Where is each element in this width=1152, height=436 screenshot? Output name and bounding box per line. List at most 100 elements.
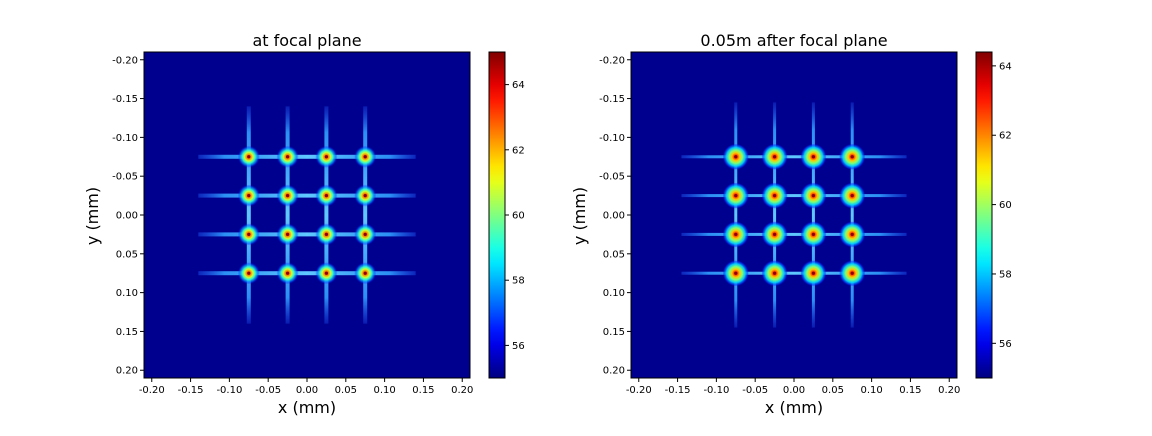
vertical-streak	[850, 102, 854, 328]
y-axis-ticks: -0.20 -0.15 -0.10 -0.05 0.00 0.05 0.10 0.15 0.20	[599, 55, 631, 377]
spot-peak	[811, 271, 816, 275]
vertical-streak	[811, 102, 815, 328]
x-tick-label: -0.10	[216, 385, 242, 396]
y-tick-label: -0.15	[112, 94, 138, 105]
colorbar-tick-label: 56	[999, 339, 1012, 350]
y-tick-label: -0.10	[112, 133, 138, 144]
x-axis-ticks: -0.20 -0.15 -0.10 -0.05 0.00 0.05 0.10 0.15 0.20	[626, 378, 960, 396]
chart-title: 0.05m after focal plane	[700, 31, 887, 50]
spot-peak	[811, 155, 816, 159]
vertical-streak	[324, 106, 329, 324]
spot-peak	[734, 155, 738, 159]
vertical-streak	[246, 106, 251, 324]
spot-peak	[772, 193, 777, 198]
y-tick-label: 0.15	[603, 327, 625, 338]
x-tick-label: 0.20	[938, 385, 960, 396]
horizontal-streak	[681, 155, 907, 159]
y-axis-label: y (mm)	[570, 187, 589, 245]
spot-peak	[324, 271, 329, 275]
spot-peak	[285, 271, 290, 275]
spot-peak	[734, 232, 738, 237]
y-tick-label: 0.00	[116, 211, 138, 222]
y-tick-label: -0.05	[599, 172, 625, 183]
spot-peak	[772, 155, 777, 159]
horizontal-streak	[681, 232, 907, 236]
spot-peak	[363, 193, 367, 198]
colorbar: 56 58 60 62 64	[975, 51, 1012, 379]
vertical-streak	[773, 102, 777, 328]
x-tick-label: 0.20	[451, 385, 473, 396]
y-tick-label: 0.20	[603, 366, 625, 377]
y-tick-label: -0.10	[599, 133, 625, 144]
y-tick-label: -0.20	[112, 55, 138, 66]
horizontal-streak	[681, 271, 907, 275]
colorbar-tick-label: 56	[512, 341, 525, 352]
vertical-streak	[363, 106, 368, 324]
horizontal-streak	[198, 232, 416, 237]
horizontal-streak	[198, 271, 416, 276]
x-tick-label: -0.20	[139, 385, 165, 396]
spot-peak	[734, 271, 738, 275]
spot-peak	[734, 193, 738, 198]
spot-peak	[324, 232, 329, 237]
x-tick-label: 0.00	[296, 385, 318, 396]
colorbar-tick-label: 60	[512, 211, 525, 222]
colorbar-tick-label: 62	[999, 131, 1012, 142]
colorbar-gradient	[489, 52, 505, 378]
heatmap-panel-after-focal-plane: 0.05m after focal plane -0.20 -0.15 -0.10 -…	[570, 31, 1012, 417]
x-tick-label: -0.15	[665, 385, 691, 396]
colorbar-tick-label: 60	[999, 200, 1012, 211]
vertical-streak	[734, 102, 738, 328]
chart-title: at focal plane	[252, 31, 361, 50]
spot-peak	[247, 155, 251, 159]
spot-peak	[247, 271, 251, 275]
y-tick-label: 0.05	[603, 249, 625, 260]
colorbar-frame	[975, 51, 993, 379]
vertical-streak	[285, 106, 290, 324]
x-tick-label: -0.05	[255, 385, 281, 396]
plot-area	[630, 51, 958, 379]
x-tick-label: 0.00	[783, 385, 805, 396]
y-tick-label: 0.20	[116, 366, 138, 377]
y-tick-label: 0.15	[116, 327, 138, 338]
spot-peak	[811, 232, 816, 237]
horizontal-streak	[198, 154, 416, 159]
heatmap-background	[144, 52, 470, 378]
horizontal-streak	[198, 193, 416, 198]
spot-peak	[247, 193, 251, 198]
x-tick-label: 0.10	[860, 385, 882, 396]
x-tick-label: 0.05	[822, 385, 844, 396]
heatmap-panel-focal-plane: at focal plane -0.20 -0.15 -0.10 -0.05 0.00 0…	[83, 31, 525, 417]
spot-peak	[811, 193, 816, 198]
colorbar-tick-label: 58	[999, 269, 1012, 280]
spot-peak	[285, 232, 290, 237]
y-tick-label: 0.10	[116, 288, 138, 299]
x-axis-ticks: -0.20 -0.15 -0.10 -0.05 0.00 0.05 0.10 0.15 0.20	[139, 378, 473, 396]
x-tick-label: -0.20	[626, 385, 652, 396]
spot-peak	[363, 155, 367, 159]
y-tick-label: 0.00	[603, 211, 625, 222]
spot-peak	[324, 155, 329, 159]
spot-peak	[850, 155, 854, 159]
x-axis-label: x (mm)	[765, 398, 823, 417]
y-tick-label: -0.20	[599, 55, 625, 66]
y-tick-label: 0.10	[603, 288, 625, 299]
spot-peak	[772, 232, 777, 237]
x-tick-label: 0.15	[899, 385, 921, 396]
spot-peak	[285, 193, 290, 198]
colorbar-tick-label: 62	[512, 145, 525, 156]
colorbar: 56 58 60 62 64	[488, 51, 525, 379]
colorbar-gradient	[976, 52, 992, 378]
spot-peak	[850, 193, 854, 198]
x-axis-label: x (mm)	[278, 398, 336, 417]
spot-peak	[247, 232, 251, 237]
plot-area	[143, 51, 471, 379]
x-tick-label: -0.05	[742, 385, 768, 396]
spot-peak	[772, 271, 777, 275]
x-tick-label: 0.05	[335, 385, 357, 396]
colorbar-tick-label: 64	[999, 61, 1012, 72]
colorbar-tick-label: 64	[512, 80, 525, 91]
spot-peak	[324, 193, 329, 198]
spot-peak	[363, 232, 367, 237]
